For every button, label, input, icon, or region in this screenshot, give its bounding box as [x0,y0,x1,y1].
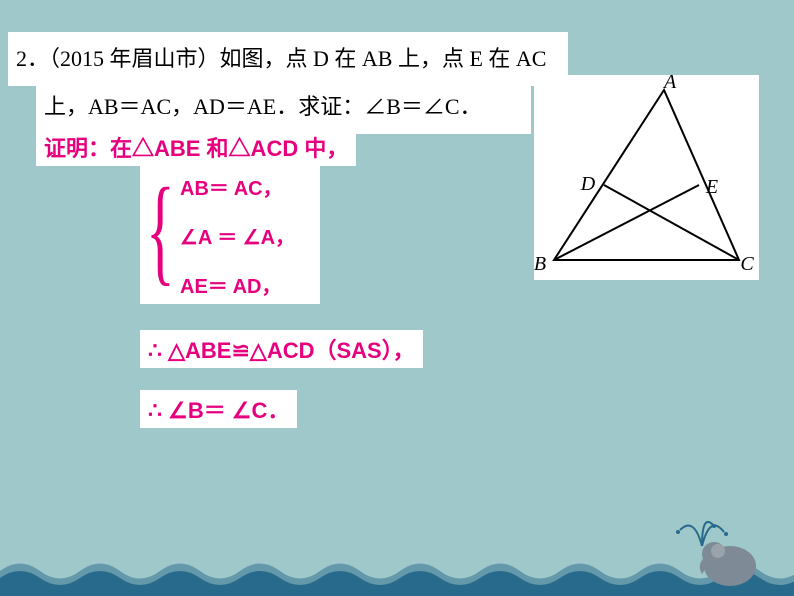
cond-2: ∠A ＝ ∠A， [180,221,295,250]
footer-decoration [0,516,794,596]
brace-items: AB＝ AC， ∠A ＝ ∠A， AE＝ AD， [180,172,295,299]
label-A: A [662,75,677,93]
triangle-figure: A B C D E [534,75,759,280]
proof-conclusion-1: ∴ △ABE≌△ACD（SAS）， [140,330,423,368]
label-E: E [705,176,718,198]
proof-intro: 证明：在△ABE 和△ACD 中， [36,128,356,166]
problem-text: 2．（2015 年眉山市）如图，点 D 在 AB 上，点 E 在 AC [8,32,568,86]
label-C: C [740,253,754,275]
proof-conditions: { AB＝ AC， ∠A ＝ ∠A， AE＝ AD， [140,164,320,304]
label-B: B [534,253,546,275]
concl-2: ∴ ∠B＝ ∠C． [148,398,289,423]
problem-line-1: 2．（2015 年眉山市）如图，点 D 在 AB 上，点 E 在 AC [16,46,546,71]
figure-svg: A B C D E [534,75,759,280]
proof-intro-text: 证明：在△ABE 和△ACD 中， [44,136,348,161]
concl-1: ∴ △ABE≌△ACD（SAS）， [148,338,415,363]
problem-text-2: 上，AB＝AC，AD＝AE．求证：∠B＝∠C． [36,80,531,134]
label-D: D [580,173,596,195]
problem-line-2: 上，AB＝AC，AD＝AE．求证：∠B＝∠C． [44,94,482,119]
left-brace: { [146,170,175,290]
proof-conclusion-2: ∴ ∠B＝ ∠C． [140,390,297,428]
cond-3: AE＝ AD， [180,270,295,299]
cond-1: AB＝ AC， [180,172,295,201]
